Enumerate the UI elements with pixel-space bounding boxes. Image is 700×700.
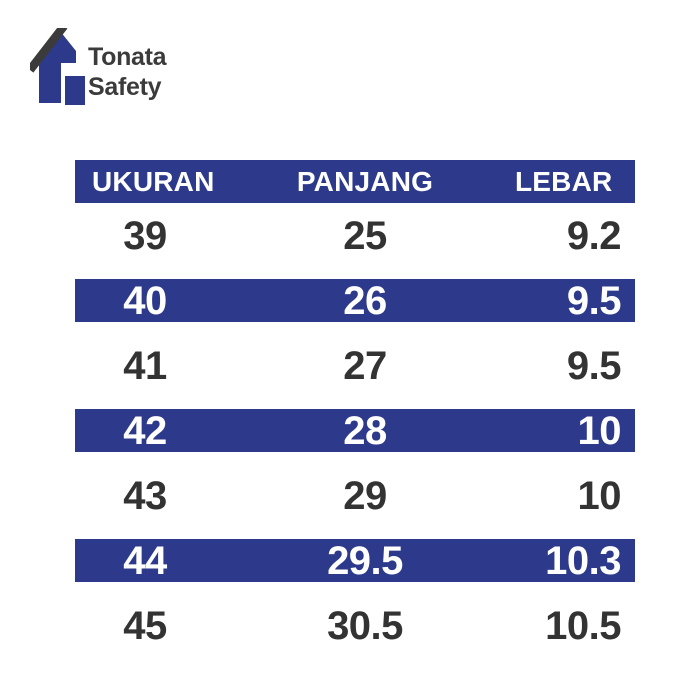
cell-panjang: 29.5 [327,539,403,583]
cell-panjang: 27 [343,344,387,388]
cell-lebar: 10 [577,409,622,453]
table-row-size-45: 45 30.5 10.5 [75,593,635,658]
header-cell-panjang: PANJANG [296,165,434,197]
cell-ukuran: 42 [123,409,167,453]
safety-boot-icon [30,28,85,105]
cell-panjang: 25 [343,214,387,258]
size-table: UKURAN PANJANG LEBAR 39 25 9.2 40 26 9.5… [75,160,635,658]
table-row-size-44: 44 29.5 10.3 [75,528,635,593]
cell-panjang: 30.5 [327,604,403,648]
brand-name: Tonata Safety [88,42,167,102]
cell-panjang: 26 [343,279,387,323]
cell-lebar: 10.3 [545,539,621,583]
cell-lebar: 9.5 [566,279,622,323]
cell-lebar: 10.5 [545,604,621,648]
table-row-size-39: 39 25 9.2 [75,203,635,268]
table-row-size-41: 41 27 9.5 [75,333,635,398]
brand-name-line2: Safety [88,73,162,101]
cell-panjang: 28 [343,409,387,453]
header-cell-ukuran: UKURAN [92,165,215,197]
cell-ukuran: 45 [123,604,167,648]
cell-ukuran: 44 [123,539,167,583]
cell-lebar: 9.5 [566,344,622,388]
table-header-row: UKURAN PANJANG LEBAR [75,160,635,203]
cell-ukuran: 41 [123,344,167,388]
cell-lebar: 9.2 [566,214,622,258]
table-row-size-43: 43 29 10 [75,463,635,528]
cell-ukuran: 39 [123,214,167,258]
cell-lebar: 10 [577,474,622,518]
cell-ukuran: 40 [123,279,167,323]
header-cell-lebar: LEBAR [515,165,613,197]
cell-ukuran: 43 [123,474,167,518]
brand-name-line1: Tonata [88,43,167,71]
table-row-size-42: 42 28 10 [75,398,635,463]
table-row-size-40: 40 26 9.5 [75,268,635,333]
cell-panjang: 29 [343,474,387,518]
